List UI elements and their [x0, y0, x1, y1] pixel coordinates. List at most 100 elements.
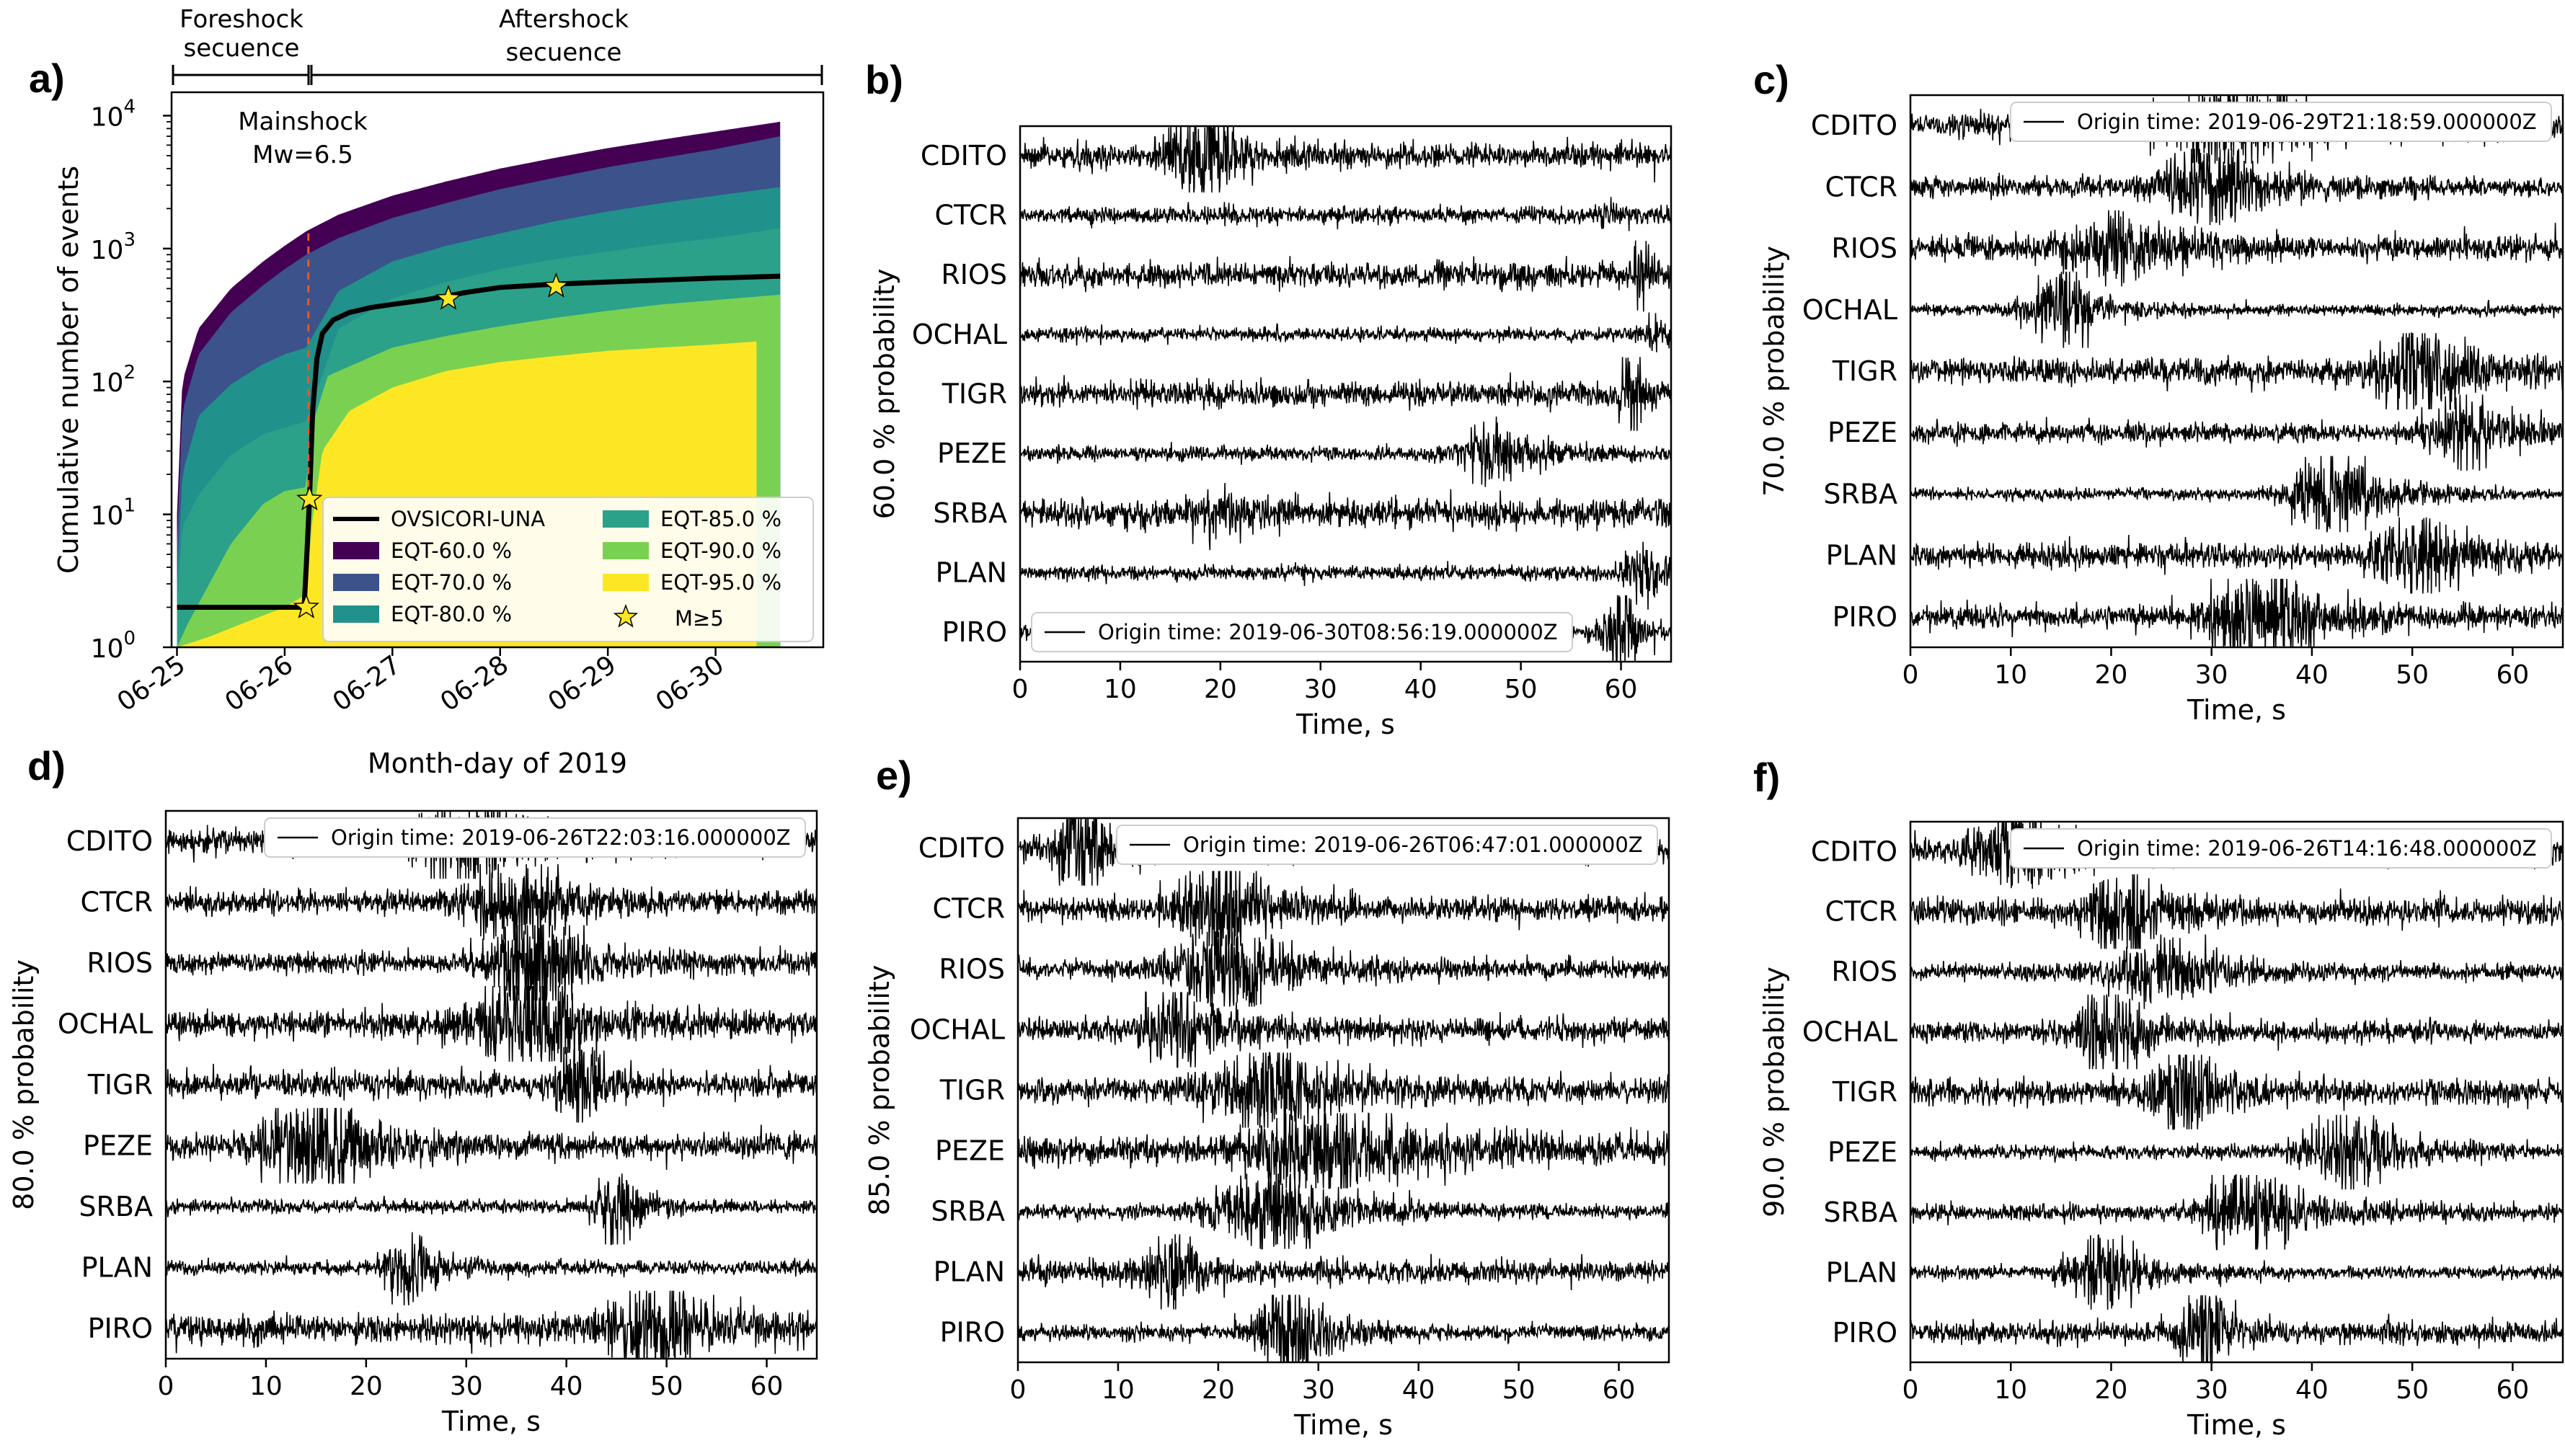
x-axis-label: Time, s — [2187, 694, 2286, 726]
panel-d-label: d) — [27, 743, 66, 789]
station-label-plan: PLAN — [1826, 1256, 1897, 1288]
x-tick-label: 60 — [2496, 660, 2529, 690]
trace-ochal — [1018, 991, 1669, 1068]
y-axis-label: 90.0 % probability — [1758, 967, 1790, 1217]
origin-time-label: Origin time: 2019-06-26T14:16:48.000000Z — [2077, 836, 2537, 861]
x-tick-label: 0 — [158, 1372, 174, 1401]
trace-srba — [1020, 482, 1671, 551]
station-label-plan: PLAN — [936, 556, 1007, 588]
station-label-tigr: TIGR — [1832, 355, 1897, 387]
panel-c-legend: Origin time: 2019-06-29T21:18:59.000000Z — [2010, 102, 2552, 142]
x-tick-label: 30 — [2195, 660, 2228, 690]
trace-plan — [1020, 541, 1671, 610]
y-tick-label: 100 — [91, 628, 136, 664]
trace-tigr — [1910, 1055, 2563, 1130]
x-tick-label: 40 — [550, 1372, 583, 1401]
station-label-rios: RIOS — [939, 954, 1005, 985]
trace-peze — [166, 1108, 817, 1184]
panel-e-label: e) — [876, 753, 912, 798]
trace-cdito — [1020, 126, 1671, 193]
station-label-srba: SRBA — [1823, 478, 1897, 510]
x-tick-label: 0 — [1012, 675, 1029, 704]
station-label-ochal: OCHAL — [912, 319, 1007, 350]
trace-peze — [1018, 1112, 1669, 1189]
x-tick-label: 0 — [1902, 1375, 1919, 1405]
x-tick-label: 20 — [2095, 1375, 2128, 1405]
m5-star — [435, 285, 462, 310]
trace-rios — [1910, 934, 2563, 1009]
mainshock-magnitude: Mw=6.5 — [252, 141, 353, 169]
y-tick-label: 102 — [91, 362, 136, 398]
legend-box — [1116, 825, 1658, 865]
legend-star — [613, 603, 639, 628]
x-tick-label: 0 — [1902, 660, 1919, 690]
trace-ochal — [1910, 271, 2563, 348]
trace-srba — [166, 1173, 817, 1246]
legend-box — [1031, 612, 1573, 652]
trace-ctcr — [166, 864, 817, 941]
trace-piro — [1910, 1295, 2563, 1362]
trace-rios — [166, 924, 817, 1001]
legend-label: EQT-90.0 % — [660, 538, 781, 563]
panel-e-frame — [1016, 817, 1670, 1364]
trace-tigr — [1020, 357, 1671, 431]
station-label-piro: PIRO — [1833, 1317, 1897, 1349]
station-label-piro: PIRO — [942, 616, 1007, 648]
y-tick-label: 101 — [91, 495, 136, 531]
x-tick-label: 30 — [450, 1372, 483, 1401]
x-tick-label: 10 — [1102, 1375, 1135, 1405]
y-tick-exponent: 4 — [123, 96, 136, 117]
y-tick-label: 103 — [91, 229, 136, 265]
origin-time-label: Origin time: 2019-06-30T08:56:19.000000Z — [1098, 620, 1558, 644]
trace-plan — [1910, 517, 2563, 594]
panel-f-traces — [1910, 822, 2563, 1362]
x-tick-label: 50 — [1502, 1375, 1536, 1405]
trace-rios — [1018, 931, 1669, 1007]
legend-swatch — [333, 574, 379, 591]
origin-time-label: Origin time: 2019-06-26T06:47:01.000000Z — [1183, 833, 1643, 857]
trace-piro — [166, 1290, 817, 1359]
panel-d-traces — [166, 811, 817, 1359]
panel-d-frame — [164, 809, 818, 1360]
mainshock-label: Mainshock — [238, 107, 368, 136]
panel-e-traces — [1018, 818, 1669, 1362]
legend-label: OVSICORI-UNA — [391, 507, 545, 531]
station-label-ctcr: CTCR — [1825, 896, 1897, 928]
trace-plan — [166, 1232, 817, 1306]
panel-c-traces — [1910, 95, 2563, 647]
panel-c-label: c) — [1753, 57, 1789, 102]
x-tick-label: 10 — [1994, 1375, 2027, 1405]
station-label-ctcr: CTCR — [933, 893, 1005, 925]
x-tick-label: 60 — [2496, 1375, 2529, 1405]
station-label-peze: PEZE — [1828, 417, 1897, 448]
trace-srba — [1910, 456, 2563, 533]
x-tick-label: 60 — [750, 1372, 784, 1401]
station-label-plan: PLAN — [1826, 540, 1897, 572]
y-axis-label: 60.0 % probability — [869, 269, 900, 520]
panel-f-legend: Origin time: 2019-06-26T14:16:48.000000Z — [2010, 828, 2552, 869]
station-label-tigr: TIGR — [942, 378, 1007, 410]
panel-e-legend: Origin time: 2019-06-26T06:47:01.000000Z — [1116, 825, 1658, 865]
trace-ctcr — [1910, 874, 2563, 949]
x-tick-label: 30 — [2195, 1375, 2228, 1405]
station-label-srba: SRBA — [79, 1191, 153, 1222]
x-tick-label: 10 — [1104, 675, 1137, 704]
x-tick-label: 50 — [2396, 660, 2429, 690]
trace-peze — [1910, 394, 2563, 471]
trace-tigr — [1910, 332, 2563, 410]
station-label-cdito: CDITO — [921, 140, 1007, 172]
legend-label: EQT-80.0 % — [391, 602, 512, 626]
x-tick-label: 50 — [650, 1372, 683, 1401]
origin-time-label: Origin time: 2019-06-29T21:18:59.000000Z — [2077, 110, 2537, 134]
panel-b-frame — [1019, 125, 1673, 663]
station-label-cdito: CDITO — [918, 833, 1005, 864]
trace-peze — [1910, 1114, 2563, 1190]
trace-ctcr — [1910, 148, 2563, 226]
x-tick-label: 40 — [2295, 660, 2329, 690]
panel-a-label: a) — [29, 56, 65, 101]
sequence-brackets — [172, 65, 823, 85]
x-tick-label: 20 — [350, 1372, 383, 1401]
